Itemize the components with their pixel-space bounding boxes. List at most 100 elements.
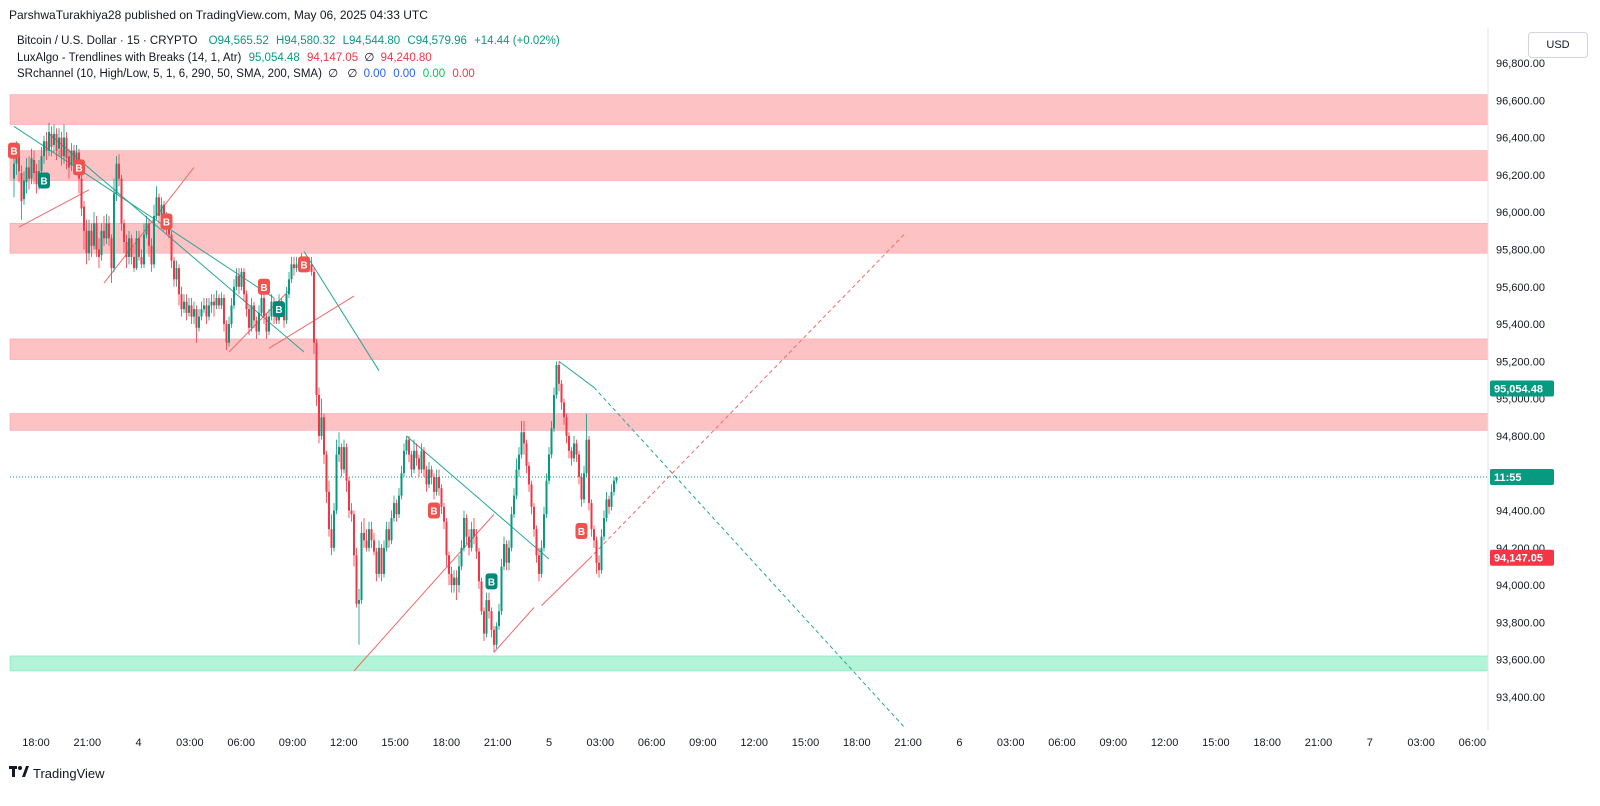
candle — [15, 141, 18, 175]
time-tick-label: 12:00 — [740, 737, 768, 749]
candle — [70, 143, 73, 172]
candle-body — [20, 173, 23, 201]
candle-body — [453, 577, 455, 586]
candle — [395, 499, 398, 522]
candle-body — [315, 342, 318, 395]
time-tick-label: 15:00 — [792, 737, 820, 749]
candle — [115, 156, 118, 201]
candle — [513, 488, 515, 518]
price-tick-label: 93,600.00 — [1496, 655, 1545, 667]
candle-body — [418, 458, 420, 470]
candle-body — [63, 137, 65, 157]
candle — [453, 570, 455, 593]
tradingview-brand[interactable]: TradingView — [9, 766, 105, 781]
candle-body — [43, 141, 45, 157]
candle-body — [505, 544, 508, 563]
candle — [338, 432, 340, 463]
legend-indicator-luxalgo[interactable]: LuxAlgo - Trendlines with Breaks (14, 1,… — [17, 50, 560, 67]
candle-body — [300, 260, 303, 269]
candle — [270, 294, 273, 321]
candle-body — [75, 152, 78, 164]
candle — [475, 529, 478, 560]
candle-body — [445, 521, 448, 556]
candle — [428, 462, 430, 489]
candle-body — [303, 260, 305, 265]
candle-body — [98, 249, 100, 257]
candle — [38, 159, 40, 190]
candle-body — [348, 480, 350, 511]
candle — [425, 465, 428, 492]
candle — [190, 297, 193, 325]
resistance-trendline — [303, 251, 380, 371]
candle-body — [515, 469, 518, 496]
candle-body — [538, 555, 540, 574]
support-zone — [9, 655, 1489, 672]
candle — [125, 234, 128, 269]
candle-body — [283, 309, 285, 321]
candle-body — [553, 394, 555, 429]
candle — [315, 338, 318, 407]
candle-body — [160, 204, 163, 216]
support-trendline — [588, 234, 905, 560]
candle — [440, 484, 443, 515]
candle-body — [305, 264, 308, 269]
candle — [495, 622, 498, 649]
price-tick-label: 93,800.00 — [1496, 617, 1545, 629]
candle — [328, 480, 330, 537]
candle-body — [103, 230, 105, 239]
time-tick-label: 4 — [136, 737, 142, 749]
candle — [148, 219, 150, 257]
candle — [340, 443, 343, 477]
candle-body — [558, 365, 560, 384]
candle — [300, 253, 303, 270]
candle — [423, 447, 425, 477]
candle-body — [423, 450, 425, 470]
candle-body — [138, 238, 140, 257]
candle-body — [163, 204, 165, 220]
candle — [520, 421, 523, 459]
signal-badge — [8, 142, 20, 159]
candle-body — [483, 611, 485, 634]
candle-body — [275, 316, 278, 321]
candle — [490, 607, 493, 638]
candle-body — [320, 417, 323, 436]
legend-symbol-row[interactable]: Bitcoin / U.S. Dollar · 15 · CRYPTO O94,… — [17, 33, 560, 50]
ohlc-open: O94,565.52 — [208, 35, 269, 47]
candle-body — [178, 268, 180, 295]
candle — [590, 499, 593, 537]
candle — [198, 309, 200, 332]
price-tick-label: 93,400.00 — [1496, 692, 1545, 704]
candle-body — [600, 536, 603, 571]
candle-body — [108, 223, 110, 239]
candle — [398, 488, 400, 518]
candle-body — [613, 480, 615, 492]
time-tick-label: 7 — [1367, 737, 1373, 749]
price-tick-label: 96,400.00 — [1496, 133, 1545, 145]
candle-body — [350, 510, 353, 515]
candle-body — [265, 316, 268, 332]
candle-body — [588, 439, 590, 504]
candle-body — [120, 178, 123, 224]
time-tick-label: 09:00 — [1100, 737, 1128, 749]
resistance-zone — [9, 223, 1489, 254]
candle-body — [330, 529, 333, 548]
candle — [320, 398, 323, 440]
time-axis: 18:00 21:00 4 03:00 06:00 09:00 12:00 15:00 18:0… — [22, 737, 1486, 749]
ohlc-close: C94,579.96 — [407, 35, 467, 47]
candle-body — [48, 131, 50, 151]
candle — [538, 547, 540, 582]
time-tick-label: 18:00 — [843, 737, 871, 749]
price-label-bg — [1490, 468, 1554, 485]
legend-indicator-srchannel[interactable]: SRchannel (10, High/Low, 5, 1, 6, 290, 5… — [17, 66, 560, 83]
candle-body — [263, 297, 265, 317]
candle — [600, 529, 603, 574]
candle-body — [593, 529, 595, 541]
candle — [240, 268, 243, 291]
currency-selector-button[interactable]: USD — [1528, 32, 1588, 58]
candle-body — [270, 301, 273, 317]
support-trendline — [353, 513, 495, 672]
candle — [175, 260, 178, 287]
candle — [33, 150, 35, 185]
candle — [578, 450, 580, 485]
